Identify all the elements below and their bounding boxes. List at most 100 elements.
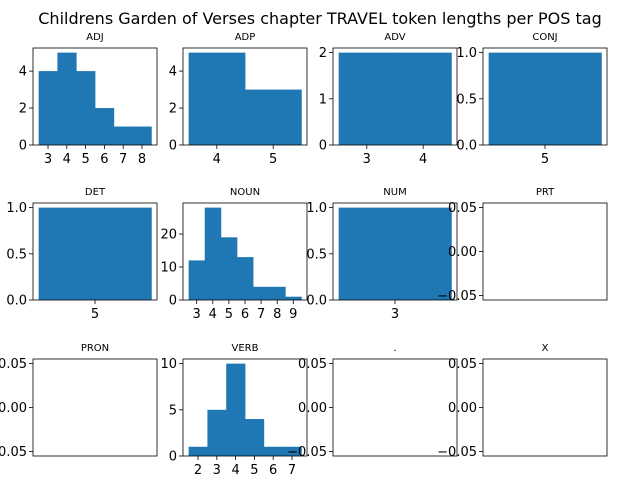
subplot-6-xtick-label: 7: [257, 307, 265, 322]
subplot-6-bar-7: [253, 286, 270, 300]
subplot-2-title: ADP: [235, 32, 256, 43]
subplot-6-bar-5: [220, 237, 238, 300]
subplot-3-bar-4: [395, 52, 452, 145]
subplot-10-xtick-label: 6: [269, 463, 277, 478]
subplot-4-title: CONJ: [532, 32, 557, 43]
subplot-1-bar-8: [132, 126, 152, 145]
subplot-11-ytick-label: 0.00: [298, 401, 327, 416]
subplot-1-bar-6: [95, 108, 115, 145]
subplot-9-ytick-label: 0.05: [0, 357, 27, 372]
subplot-12-frame: [482, 358, 608, 457]
subplot-5-ytick-label: 0.5: [6, 247, 27, 262]
subplot-2-ytick-label: 0: [169, 139, 177, 154]
subplot-10-bar-4: [226, 363, 246, 456]
subplot-6-xtick-label: 6: [241, 307, 249, 322]
subplot-1-xtick-label: 8: [138, 152, 146, 167]
subplot-1-xtick-label: 4: [63, 152, 71, 167]
subplot-9-frame: [32, 358, 158, 457]
subplot-7-ytick-label: 0.5: [306, 247, 327, 262]
subplot-10-ytick-label: 0: [169, 450, 177, 465]
subplot-1-ytick-label: 2: [19, 102, 27, 117]
subplot-6-title: NOUN: [230, 187, 260, 198]
subplot-6-xtick-label: 5: [225, 307, 233, 322]
subplot-12-ytick-label: 0.05: [448, 357, 477, 372]
subplot-1-bar-4: [57, 52, 77, 145]
subplot-5-frame: [32, 202, 158, 301]
subplot-1-title: ADJ: [86, 32, 104, 43]
subplot-1-bar-5: [76, 71, 96, 145]
subplot-5-title: DET: [85, 187, 106, 198]
subplot-10-xtick-label: 7: [288, 463, 296, 478]
subplot-7-bar-3: [338, 207, 452, 300]
chart-title: Childrens Garden of Verses chapter TRAVE…: [38, 9, 601, 28]
subplot-10-title: VERB: [232, 343, 259, 354]
subplot-11-title: .: [393, 343, 396, 354]
subplot-10-bar-7: [282, 446, 302, 456]
subplot-7-xtick-label: 3: [391, 307, 399, 322]
subplot-1-bar-7: [113, 126, 133, 145]
subplot-12-title: X: [542, 343, 549, 354]
subplot-3-ytick-label: 1: [319, 92, 327, 107]
subplot-9-ytick-label: −0.05: [0, 445, 27, 460]
subplot-3-frame: [332, 47, 458, 146]
subplot-4-frame: [482, 47, 608, 146]
subplot-10-bar-3: [207, 409, 227, 456]
subplot-1-xtick-label: 3: [44, 152, 52, 167]
subplot-3-ytick-label: 2: [319, 46, 327, 61]
subplot-10-bar-6: [263, 446, 283, 456]
subplot-6-ytick-label: 20: [160, 228, 177, 243]
subplot-2-bar-4: [188, 52, 246, 145]
subplot-6-frame: [182, 202, 308, 301]
subplot-1-ytick-label: 0: [19, 139, 27, 154]
subplot-5-xtick-label: 5: [91, 307, 99, 322]
subplot-6-xtick-label: 3: [193, 307, 201, 322]
subplot-10-xtick-label: 3: [213, 463, 221, 478]
subplot-2-ytick-label: 2: [169, 102, 177, 117]
subplot-1-ytick-label: 4: [19, 65, 27, 80]
subplot-5-bar-5: [38, 207, 152, 300]
subplot-8-title: PRT: [536, 187, 555, 198]
subplot-7-frame: [332, 202, 458, 301]
subplot-10-xtick-label: 4: [231, 463, 239, 478]
subplot-6-xtick-label: 4: [209, 307, 217, 322]
subplot-9-title: PRON: [81, 343, 109, 354]
subplot-8-frame: [482, 202, 608, 301]
subplot-10-ytick-label: 5: [169, 403, 177, 418]
subplot-4-bar-5: [488, 52, 602, 145]
subplot-1-bar-3: [38, 71, 58, 145]
subplot-1-frame: [32, 47, 158, 146]
subplot-12-ytick-label: −0.05: [437, 445, 477, 460]
subplot-7-ytick-label: 0.0: [306, 294, 327, 309]
subplot-6-bar-6: [236, 257, 254, 300]
subplot-6-bar-9: [285, 296, 302, 300]
subplot-6-bar-4: [204, 207, 222, 300]
subplot-2-xtick-label: 5: [269, 152, 277, 167]
subplot-2-frame: [182, 47, 308, 146]
subplot-9-ytick-label: 0.00: [0, 401, 27, 416]
subplot-10-ytick-label: 10: [160, 357, 177, 372]
subplot-1-xtick-label: 6: [100, 152, 108, 167]
subplot-7-title: NUM: [383, 187, 406, 198]
subplot-2-ytick-label: 4: [169, 65, 177, 80]
subplot-8-ytick-label: −0.05: [437, 289, 477, 304]
subplot-6-bar-3: [188, 260, 206, 300]
subplot-4-ytick-label: 0.0: [456, 139, 477, 154]
subplot-1-xtick-label: 5: [81, 152, 89, 167]
subplot-5-ytick-label: 1.0: [6, 201, 27, 216]
subplot-11-ytick-label: −0.05: [287, 445, 327, 460]
subplot-6-xtick-label: 8: [273, 307, 281, 322]
subplot-6-bar-8: [269, 286, 286, 300]
subplot-1-xtick-label: 7: [119, 152, 127, 167]
subplot-10-frame: [182, 358, 308, 457]
subplot-4-ytick-label: 1.0: [456, 46, 477, 61]
subplot-10-bar-2: [188, 446, 208, 456]
subplot-6-ytick-label: 0: [169, 294, 177, 309]
subplot-11-ytick-label: 0.05: [298, 357, 327, 372]
subplot-3-bar-3: [338, 52, 396, 145]
subplot-3-xtick-label: 4: [419, 152, 427, 167]
subplot-2-xtick-label: 4: [213, 152, 221, 167]
subplot-8-ytick-label: 0.05: [448, 201, 477, 216]
subplot-11-frame: [332, 358, 458, 457]
subplot-10-bar-5: [245, 419, 265, 456]
